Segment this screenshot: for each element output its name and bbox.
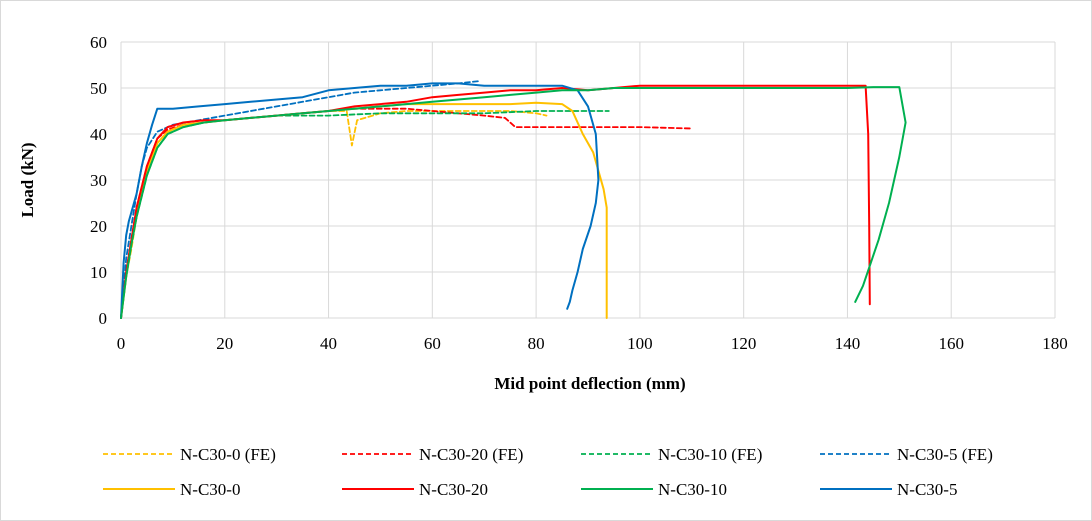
y-tick-label: 40 [90,125,107,144]
legend-item: N-C30-5 [820,480,957,499]
legend-item: N-C30-0 (FE) [103,445,276,464]
legend-label: N-C30-10 [658,480,727,499]
x-tick-label: 0 [117,334,126,353]
y-tick-label: 0 [99,309,108,328]
legend-item: N-C30-0 [103,480,240,499]
series-line-n-c30-10 [120,86,907,319]
y-tick-label: 30 [90,171,107,190]
tick-labels: 0 10 20 30 40 50 60 0 20 40 60 80 100 120 140 160 180 [90,33,1068,353]
y-tick-label: 20 [90,217,107,236]
legend-label: N-C30-5 [897,480,957,499]
legend-label: N-C30-20 [419,480,488,499]
series-line-n-c30-5 [120,82,600,319]
x-tick-label: 20 [216,334,233,353]
x-tick-label: 100 [627,334,653,353]
x-tick-label: 40 [320,334,337,353]
legend-item: N-C30-10 [581,480,727,499]
series-lines [120,80,907,319]
legend: N-C30-0 (FE) N-C30-20 (FE) N-C30-10 (FE) N-… [103,445,993,499]
series-line-n-c30-20 [120,84,871,319]
x-tick-label: 80 [528,334,545,353]
x-tick-label: 160 [938,334,964,353]
x-tick-label: 140 [835,334,861,353]
y-tick-label: 10 [90,263,107,282]
x-tick-label: 180 [1042,334,1068,353]
legend-item: N-C30-20 (FE) [342,445,523,464]
y-tick-label: 50 [90,79,107,98]
legend-label: N-C30-20 (FE) [419,445,523,464]
legend-label: N-C30-10 (FE) [658,445,762,464]
legend-item: N-C30-10 (FE) [581,445,762,464]
y-axis-title: Load (kN) [18,142,37,217]
x-tick-label: 60 [424,334,441,353]
y-tick-label: 60 [90,33,107,52]
legend-item: N-C30-20 [342,480,488,499]
legend-item: N-C30-5 (FE) [820,445,993,464]
x-tick-label: 120 [731,334,757,353]
legend-label: N-C30-0 (FE) [180,445,276,464]
legend-label: N-C30-0 [180,480,240,499]
legend-label: N-C30-5 (FE) [897,445,993,464]
x-axis-title: Mid point deflection (mm) [494,374,685,393]
grid-lines [120,41,1056,319]
